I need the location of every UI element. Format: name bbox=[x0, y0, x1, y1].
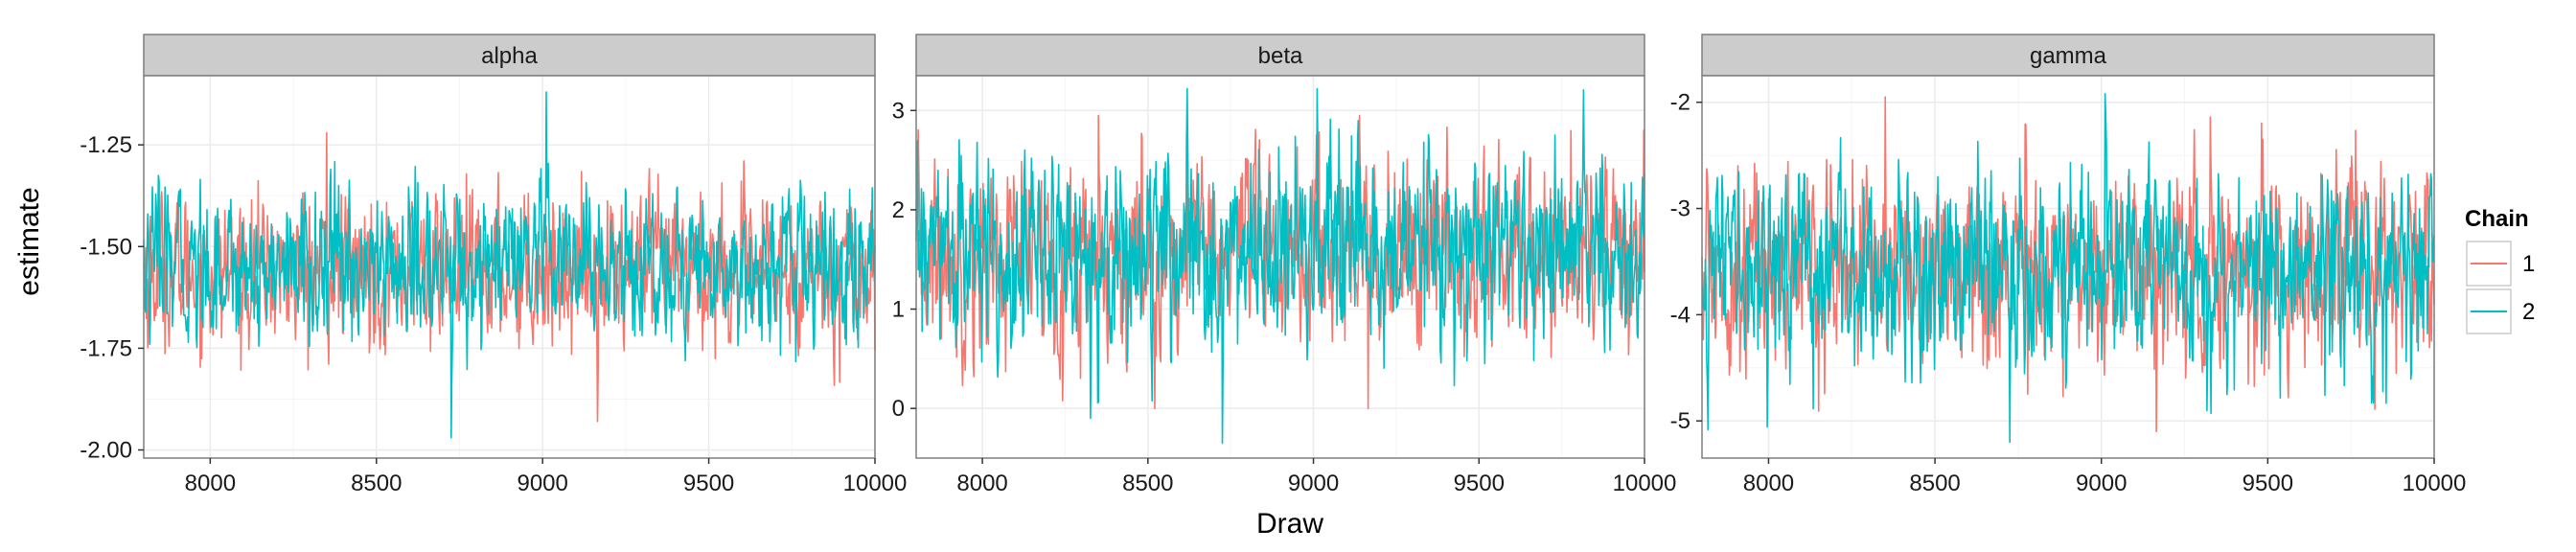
legend: Chain 1 2 bbox=[2465, 206, 2535, 334]
y-tick-label: -1.50 bbox=[80, 234, 132, 260]
x-tick-label: 8000 bbox=[956, 471, 1007, 496]
x-tick-label: 9500 bbox=[2242, 471, 2293, 496]
y-tick-label: -1.75 bbox=[80, 335, 132, 361]
series-line-chain-2 bbox=[1701, 93, 2435, 444]
x-tick-label: 10000 bbox=[1613, 471, 1677, 496]
y-tick-label: -2 bbox=[1670, 90, 1690, 116]
y-tick-label: -2.00 bbox=[80, 438, 132, 464]
x-tick-label: 9500 bbox=[683, 471, 734, 496]
x-tick-label: 8500 bbox=[1909, 471, 1960, 496]
series-line-chain-2 bbox=[915, 87, 1645, 445]
strip-gamma bbox=[1701, 34, 2435, 77]
panel-border bbox=[1701, 75, 2435, 459]
panel-beta: beta 0 1 2 3 8000 8500 9000 9500 10000 bbox=[892, 34, 1677, 496]
panel-border bbox=[143, 75, 876, 459]
y-axis-title: estimate bbox=[13, 187, 45, 295]
y-tick-label: -4 bbox=[1670, 302, 1690, 328]
panel-gamma: gamma -5 -4 -3 -2 8000 8500 9000 9500 10000 bbox=[1670, 34, 2467, 496]
strip-label-alpha: alpha bbox=[481, 43, 538, 69]
y-tick-label: 0 bbox=[892, 396, 905, 422]
strip-beta bbox=[915, 34, 1645, 77]
x-tick-label: 9000 bbox=[1288, 471, 1339, 496]
y-tick-label: -1.25 bbox=[80, 132, 132, 158]
x-tick-label: 8000 bbox=[1743, 471, 1794, 496]
x-tick-label: 8500 bbox=[1122, 471, 1173, 496]
strip-label-beta: beta bbox=[1258, 43, 1303, 69]
x-tick-label: 10000 bbox=[2403, 471, 2467, 496]
panel-alpha: alpha -2.00 -1.75 -1.50 -1.25 8000 8500 9000 950… bbox=[80, 34, 907, 496]
y-tick-label: -3 bbox=[1670, 196, 1690, 222]
x-tick-label: 8000 bbox=[185, 471, 236, 496]
x-tick-label: 9000 bbox=[517, 471, 567, 496]
x-tick-label: 9000 bbox=[2076, 471, 2127, 496]
x-axis-title: Draw bbox=[1256, 508, 1323, 540]
y-tick-label: 3 bbox=[892, 98, 905, 124]
x-tick-label: 9500 bbox=[1454, 471, 1505, 496]
legend-label-1: 1 bbox=[2522, 251, 2535, 277]
strip-label-gamma: gamma bbox=[2030, 43, 2107, 69]
y-tick-label: 2 bbox=[892, 197, 905, 223]
y-tick-label: -5 bbox=[1670, 408, 1690, 434]
y-tick-label: 1 bbox=[892, 297, 905, 323]
x-tick-label: 10000 bbox=[843, 471, 908, 496]
panels: alpha -2.00 -1.75 -1.50 -1.25 8000 8500 9000 950… bbox=[80, 34, 2466, 496]
x-tick-label: 8500 bbox=[351, 471, 402, 496]
series-line-chain-2 bbox=[143, 91, 876, 439]
panel-border bbox=[915, 75, 1645, 459]
legend-title: Chain bbox=[2465, 206, 2529, 232]
legend-label-2: 2 bbox=[2522, 299, 2535, 325]
strip-alpha bbox=[143, 34, 876, 77]
